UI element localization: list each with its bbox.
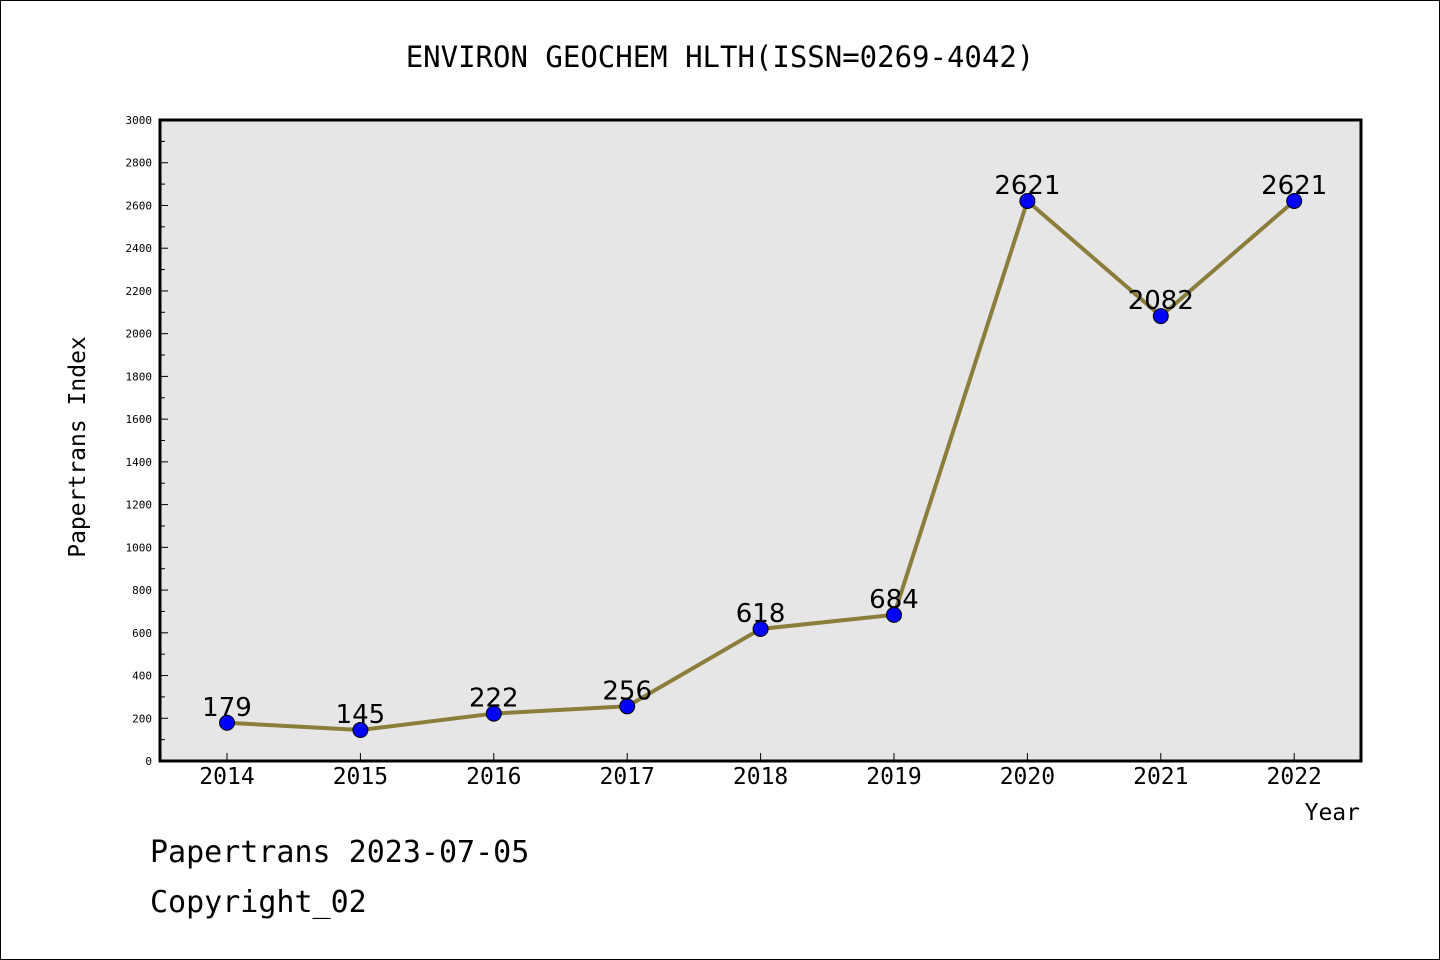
data-point [619,698,636,715]
data-point [1019,192,1036,209]
data-label: 618 [736,599,786,629]
footer-date: Papertrans 2023-07-05 [150,835,530,870]
plot-area [158,118,1363,763]
y-tick-label: 1800 [126,370,153,383]
x-tick-label: 2021 [1133,764,1188,790]
y-tick-label: 600 [132,627,152,640]
y-tick-label: 2800 [126,157,153,170]
y-tick-label: 1600 [126,413,153,426]
y-tick-label: 200 [132,712,152,725]
data-label: 179 [202,693,252,723]
data-point [485,705,502,722]
x-tick-label: 2014 [199,764,254,790]
y-axis-label: Papertrans Index [65,336,91,558]
y-tick-label: 1400 [126,456,153,469]
data-point [219,714,235,731]
data-point [1152,308,1169,325]
y-tick-label: 400 [132,670,152,683]
x-axis-label: Year [1305,800,1360,826]
x-axis: 2014 2015 2016 2017 2018 2019 2020 2021 2022 [199,753,1322,790]
y-axis: 0 200 400 600 800 1000 1200 1400 1600 1800 2000 220… [126,114,168,768]
data-label: 256 [602,676,652,706]
y-tick-label: 2000 [126,328,153,341]
y-tick-label: 800 [132,584,152,597]
y-tick-label: 2600 [126,199,153,212]
y-tick-label: 2400 [126,242,153,255]
y-tick-label: 0 [145,755,152,768]
data-label: 2621 [994,171,1060,201]
data-point [1286,192,1303,209]
data-label: 684 [869,585,919,615]
data-label: 145 [336,700,386,730]
data-point [752,620,769,637]
x-tick-label: 2022 [1267,764,1322,790]
y-tick-label: 1000 [126,541,153,554]
y-tick-label: 2200 [126,285,153,298]
data-point [886,606,902,623]
x-tick-label: 2015 [333,764,388,790]
data-point [352,722,369,739]
x-tick-label: 2016 [466,764,521,790]
footer-copyright: Copyright_02 [150,885,367,920]
y-tick-label: 1200 [126,499,153,512]
chart-title: ENVIRON GEOCHEM HLTH(ISSN=0269-4042) [406,40,1035,74]
x-tick-label: 2019 [866,764,921,790]
x-tick-label: 2017 [600,764,655,790]
x-tick-label: 2020 [1000,764,1055,790]
data-label: 222 [469,684,519,714]
y-tick-label: 3000 [126,114,153,127]
series-group: 179 145 222 256 618 684 2621 2082 2621 [202,171,1327,739]
x-tick-label: 2018 [733,764,788,790]
data-label: 2082 [1128,286,1194,316]
data-label: 2621 [1261,171,1327,201]
